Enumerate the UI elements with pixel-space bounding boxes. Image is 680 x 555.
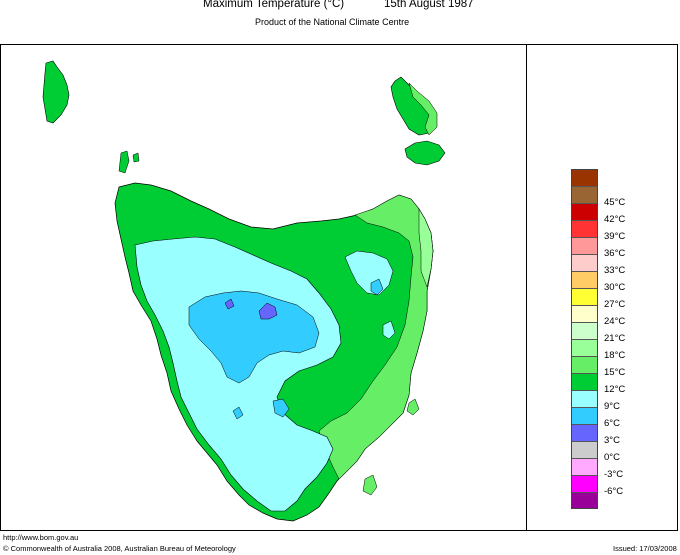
legend-swatch [571, 220, 598, 237]
coldest-patch-2 [224, 298, 235, 310]
legend-label: 39°C [604, 231, 626, 242]
northeast-cool-spot [370, 278, 384, 296]
legend-swatch [571, 339, 598, 356]
legend-swatch [571, 356, 598, 373]
bruny-island [362, 474, 378, 496]
legend-swatch [571, 424, 598, 441]
legend-swatch [571, 475, 598, 492]
legend-swatch [571, 305, 598, 322]
king-island [42, 60, 70, 124]
legend-label: -3°C [604, 469, 624, 480]
small-island-nw2 [132, 152, 140, 163]
south-cool-spot [272, 398, 290, 418]
legend-swatch [571, 458, 598, 475]
legend-label: 0°C [604, 452, 620, 463]
legend-label: 15°C [604, 367, 626, 378]
south-west-cool-spot [232, 406, 244, 420]
coldest-patch [258, 302, 278, 320]
legend-swatch [571, 186, 598, 203]
cape-barren-island [404, 140, 446, 166]
northeast-coast-strip [418, 208, 434, 288]
tasmania-map [42, 60, 446, 522]
map-title-text: Maximum Temperature (°C) [203, 0, 345, 10]
legend-swatch [571, 288, 598, 305]
legend-label: 33°C [604, 265, 626, 276]
legend-label: 18°C [604, 350, 626, 361]
highland-cool-zone [188, 290, 320, 384]
legend-label: 42°C [604, 214, 626, 225]
legend-swatch [571, 373, 598, 390]
legend-label: 30°C [604, 282, 626, 293]
map-panel [0, 44, 527, 531]
footer-copyright: © Commonwealth of Australia 2008, Austra… [3, 544, 236, 553]
map-date: 15th August 1987 [384, 0, 474, 10]
flinders-island-east [408, 82, 438, 136]
legend-label: 3°C [604, 435, 620, 446]
legend-label: -6°C [604, 486, 624, 497]
map-subtitle: Product of the National Climate Centre [255, 17, 410, 27]
legend-label: 24°C [604, 316, 626, 327]
legend-swatch [571, 492, 598, 509]
legend-swatch [571, 407, 598, 424]
tasman-island [406, 398, 420, 416]
legend-panel [526, 44, 678, 531]
map-title: Maximum Temperature (°C) 15th August 198… [0, 0, 680, 14]
central-small-patch [382, 320, 396, 340]
footer-url: http://www.bom.gov.au [3, 533, 79, 542]
legend-label: 6°C [604, 418, 620, 429]
small-island-nw [118, 150, 130, 174]
footer-issued: Issued: 17/03/2008 [613, 544, 677, 553]
legend-swatch [571, 237, 598, 254]
legend-label: 36°C [604, 248, 626, 259]
legend-swatch [571, 322, 598, 339]
legend-label: 45°C [604, 197, 626, 208]
legend-label: 21°C [604, 333, 626, 344]
legend-swatch [571, 441, 598, 458]
legend-label: 27°C [604, 299, 626, 310]
legend-swatch [571, 254, 598, 271]
legend-border [571, 169, 598, 509]
legend-label: 12°C [604, 384, 626, 395]
legend-swatch [571, 390, 598, 407]
legend-swatch [571, 203, 598, 220]
legend-label: 9°C [604, 401, 620, 412]
legend-swatch [571, 271, 598, 288]
